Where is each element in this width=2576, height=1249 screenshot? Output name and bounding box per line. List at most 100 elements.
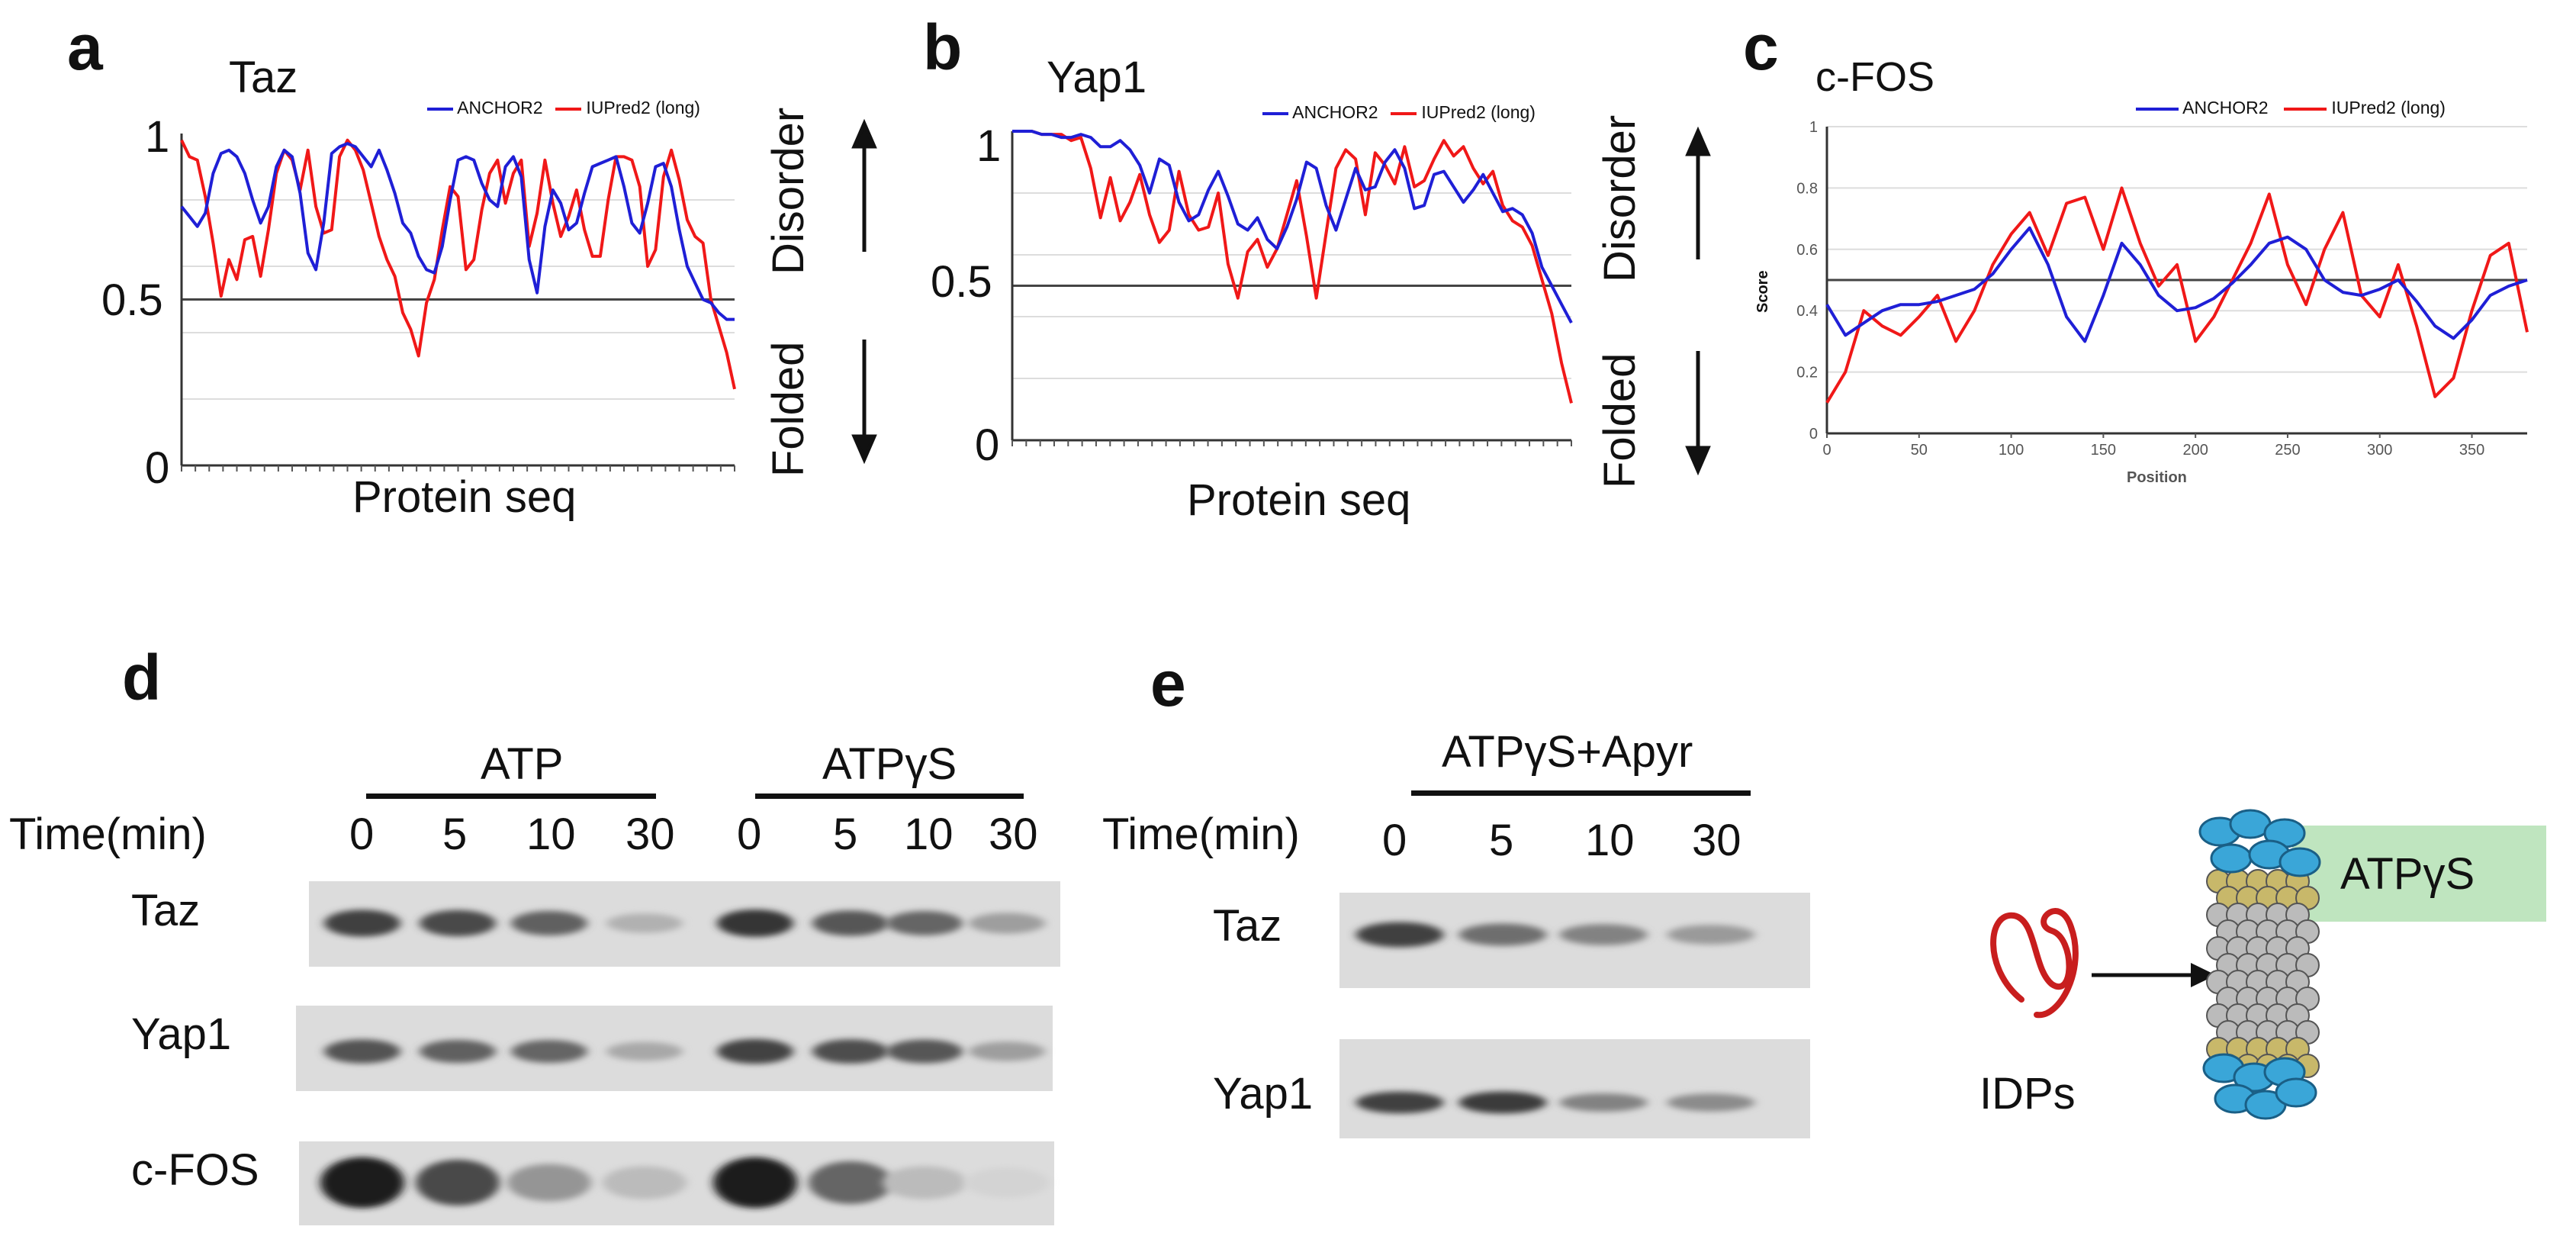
panel-letter-c: c [1743, 11, 1779, 83]
d-yap1-band [606, 1041, 683, 1061]
d-cfos-band [883, 1166, 966, 1199]
chart-b-ytick-1: 1 [976, 121, 1002, 171]
legend-swatch-anchor2 [427, 107, 453, 111]
d-time-30: 30 [626, 810, 675, 859]
tubule-subunit [2266, 903, 2290, 927]
series-line-iupred2 [1825, 186, 2529, 404]
d-cfos-band [809, 1161, 892, 1204]
tubule-subunit [2216, 886, 2240, 910]
tubule-subunit [2266, 1003, 2290, 1028]
chart-c-title: c-FOS [1815, 54, 1934, 100]
legend-swatch-anchor2 [2136, 107, 2179, 111]
x-tick-label: 50 [1911, 442, 1928, 459]
tubule-subunit [2256, 1054, 2280, 1078]
d-time-5b: 5 [833, 810, 858, 859]
tubule-subunit [2236, 1020, 2260, 1045]
tubule-subunit [2256, 987, 2280, 1011]
d-yap1-band [420, 1039, 496, 1064]
idp-arrowhead [2191, 963, 2216, 987]
chart-c-ylabel: Score [1754, 270, 1771, 313]
e-taz-band [1559, 924, 1648, 945]
y-tick-label: 0.2 [1796, 365, 1818, 381]
d-cfos-band [416, 1159, 500, 1206]
tubule-subunit [2236, 953, 2260, 977]
chart-a-ytick-0.5: 0.5 [101, 275, 163, 325]
d-yap1-band [812, 1039, 889, 1064]
tubule-subunit [2246, 1037, 2270, 1061]
legend-iupred2-label: IUPred2 (long) [2331, 98, 2446, 117]
tubule-subunit [2295, 1020, 2320, 1045]
series-line-anchor2 [1012, 130, 1573, 324]
tubule-subunit [2206, 1037, 2230, 1061]
e-group-label: ATPγS+Apyr [1442, 727, 1693, 777]
chart-a-legend: ANCHOR2 IUPred2 (long) [427, 98, 732, 118]
tubule-subunit [2226, 936, 2250, 961]
cap-subunit [2248, 839, 2291, 870]
d-time-label: Time(min) [9, 810, 207, 859]
d-group-atp-bar [366, 794, 656, 799]
idp-chain [1990, 908, 2079, 1019]
e-time-0: 0 [1382, 816, 1407, 865]
d-time-10b: 10 [904, 810, 954, 859]
disorder-label-2: Disorder [1595, 114, 1645, 282]
arrowhead-down-2 [1685, 446, 1711, 476]
cap-subunit [2202, 1053, 2245, 1083]
chart-a-ytick-0: 0 [145, 443, 170, 493]
tubule-subunit [2295, 953, 2320, 977]
d-cfos-band [965, 1167, 1049, 1198]
tubule-subunit [2246, 1003, 2270, 1028]
e-row-taz: Taz [1213, 901, 1282, 951]
arrowhead-down-1 [851, 434, 877, 465]
tubule-subunit [2246, 903, 2270, 927]
x-tick-label: 350 [2459, 442, 2484, 459]
legend-iupred2-label: IUPred2 (long) [1421, 102, 1536, 122]
legend-swatch-iupred2 [2283, 107, 2327, 111]
cap-subunit [2214, 1083, 2256, 1114]
d-group-atpgs-bar [755, 794, 1024, 799]
tubule-subunit [2246, 936, 2270, 961]
tubule-subunit [2295, 919, 2320, 944]
cap-subunit [2233, 1062, 2275, 1093]
chart-b-ytick-0: 0 [975, 420, 1000, 470]
d-row-cfos: c-FOS [131, 1145, 259, 1195]
e-taz-band [1356, 922, 1444, 948]
e-taz-band [1458, 923, 1547, 946]
d-cfos-membrane [299, 1141, 1054, 1225]
x-tick-label: 250 [2275, 442, 2300, 459]
tubule-subunit [2256, 919, 2280, 944]
legend-swatch-iupred2 [555, 107, 581, 111]
tubule-subunit [2266, 970, 2290, 994]
y-tick-label: 0.6 [1796, 242, 1818, 259]
x-tick-label: 200 [2182, 442, 2208, 459]
tubule-subunit [2285, 1003, 2310, 1028]
tubule-subunit [2226, 1037, 2250, 1061]
x-tick-label: 100 [1999, 442, 2024, 459]
folded-label-2: Folded [1595, 352, 1645, 488]
e-yap1-band [1667, 1093, 1755, 1112]
d-taz-membrane [309, 881, 1060, 967]
d-yap1-band [969, 1041, 1045, 1061]
legend-anchor2-label: ANCHOR2 [2182, 98, 2269, 117]
tubule-subunit [2295, 1054, 2320, 1078]
chart-b-legend: ANCHOR2 IUPred2 (long) [1262, 102, 1583, 123]
atpgs-label: ATPγS [2340, 849, 2475, 899]
cap-subunit [2229, 809, 2272, 839]
series-line-iupred2 [180, 138, 736, 390]
d-row-taz: Taz [131, 886, 201, 935]
d-yap1-band [324, 1039, 400, 1064]
tubule-subunit [2206, 903, 2230, 927]
chart-c-xlabel: Position [2127, 469, 2187, 486]
d-cfos-band [507, 1164, 591, 1202]
tubule-subunit [2256, 1020, 2280, 1045]
folded-label-1: Folded [764, 341, 813, 477]
e-taz-membrane [1339, 893, 1810, 988]
d-taz-band [606, 913, 683, 933]
tubule-subunit [2266, 869, 2290, 893]
tubule-subunit [2226, 1003, 2250, 1028]
d-taz-band [717, 909, 793, 937]
atpgs-box [2292, 826, 2546, 922]
d-time-30b: 30 [989, 810, 1038, 859]
tubule-subunit [2285, 970, 2310, 994]
